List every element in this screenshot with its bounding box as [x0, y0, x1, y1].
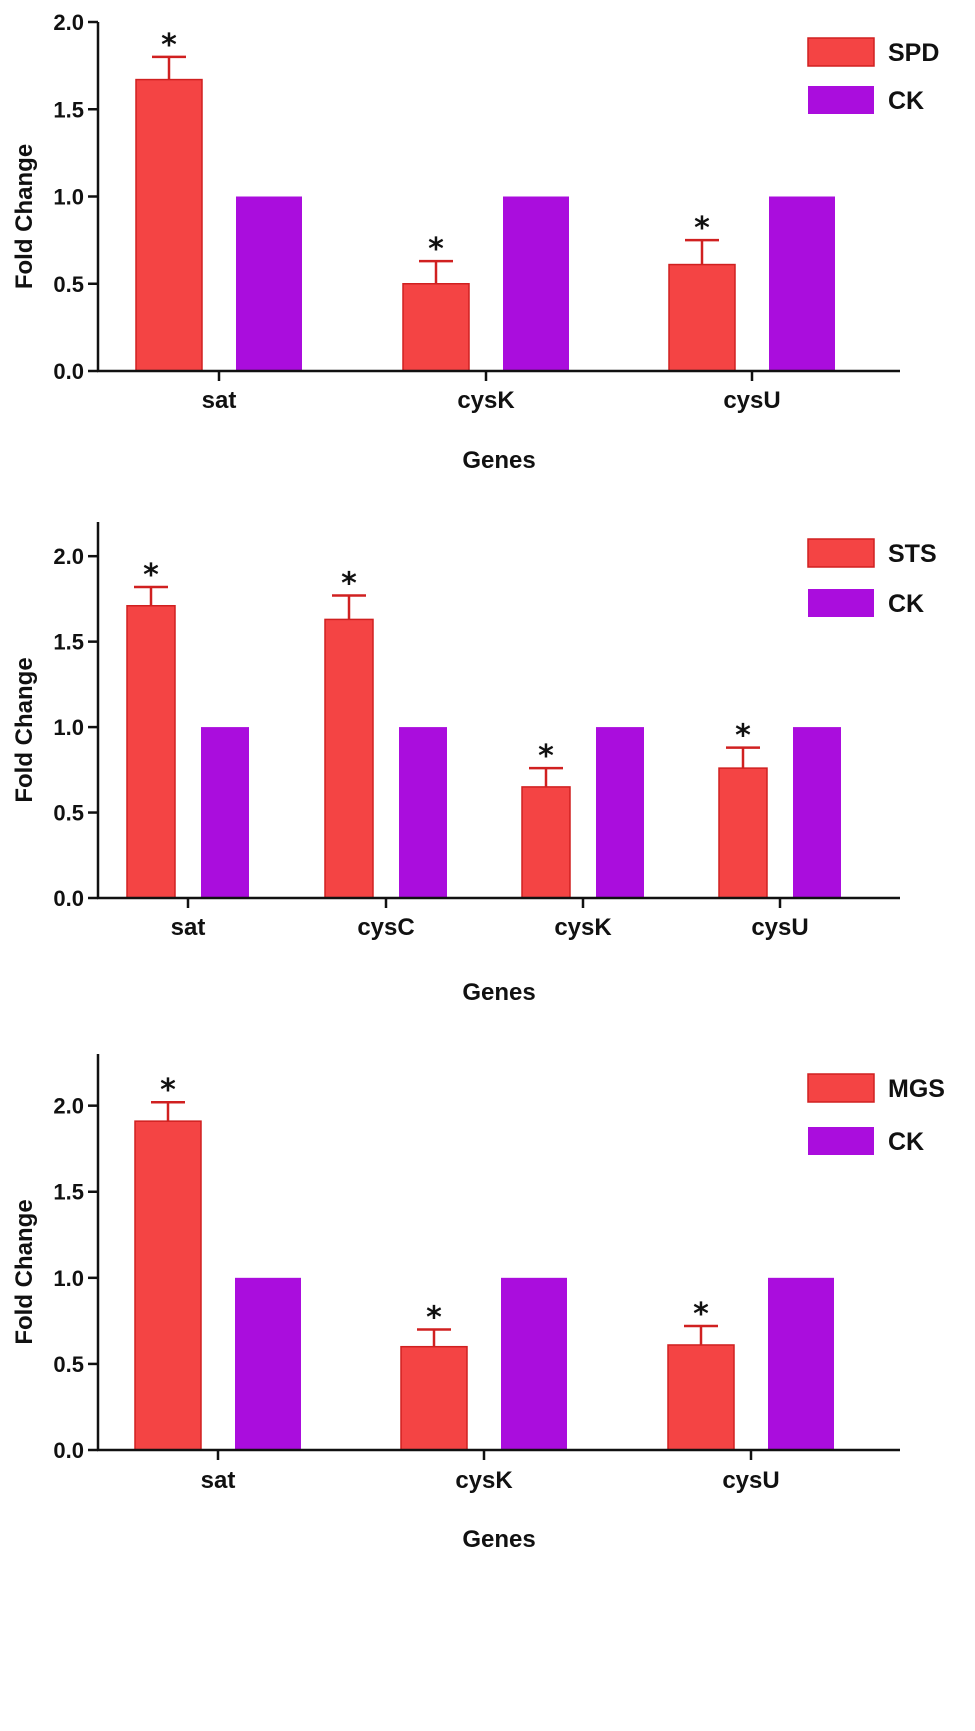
bar-mgs-cysK [400, 1345, 468, 1451]
legend-swatch-ck [808, 1127, 874, 1155]
y-tick-label: 0.5 [53, 1352, 84, 1377]
significance-star-cysK: * [538, 739, 554, 774]
y-tick-label: 0.0 [53, 886, 84, 911]
significance-star-sat: * [160, 1073, 176, 1108]
bar-ck-cysK [596, 727, 644, 898]
legend: STS CK [807, 538, 937, 618]
bar-ck-sat [201, 727, 249, 898]
y-tick-label: 1.5 [53, 630, 84, 655]
x-axis-title: Genes [462, 979, 535, 1006]
y-tick-label: 2.0 [53, 544, 84, 569]
bar-ck-cysU [793, 727, 841, 898]
y-tick-label: 1.0 [53, 185, 84, 210]
x-tick-label-sat: sat [202, 387, 237, 414]
significance-star-cysK: * [426, 1300, 442, 1335]
y-tick-label: 2.0 [53, 1094, 84, 1119]
bar-mgs-cysU [667, 1344, 735, 1451]
x-tick-label-cysK: cysK [455, 1467, 513, 1494]
x-tick-label-cysU: cysU [723, 387, 780, 414]
bar-mgs-sat [134, 1120, 202, 1451]
y-tick-label: 1.0 [53, 715, 84, 740]
legend-label-ck: CK [888, 87, 924, 115]
y-tick-label: 0.0 [53, 1438, 84, 1463]
x-tick-label-sat: sat [171, 914, 206, 941]
bar-spd-sat [135, 78, 203, 372]
legend-label-spd: SPD [888, 39, 939, 67]
bar-ck-sat [235, 1277, 301, 1450]
x-tick-label-cysK: cysK [554, 914, 612, 941]
legend: MGS CK [807, 1073, 945, 1156]
x-tick-label-sat: sat [201, 1467, 236, 1494]
y-tick-label: 2.0 [53, 10, 84, 35]
legend-label-ck: CK [888, 590, 924, 618]
bar-ck-cysU [769, 196, 835, 371]
x-axis-title: Genes [462, 1526, 535, 1553]
significance-star-cysK: * [428, 232, 444, 267]
legend: SPD CK [807, 37, 939, 115]
x-tick-label-cysU: cysU [722, 1467, 779, 1494]
legend-label-ck: CK [888, 1128, 924, 1156]
legend-swatch-mgs [807, 1073, 875, 1103]
x-tick-label-cysC: cysC [357, 914, 414, 941]
legend-swatch-ck [808, 589, 874, 617]
y-axis-title: Fold Change [11, 144, 38, 289]
y-tick-label: 0.0 [53, 359, 84, 384]
significance-star-cysU: * [694, 211, 710, 246]
bar-ck-cysK [501, 1277, 567, 1450]
bar-sts-cysU [718, 767, 768, 899]
x-axis-title: Genes [462, 447, 535, 474]
bar-ck-cysU [768, 1277, 834, 1450]
y-tick-label: 1.5 [53, 1180, 84, 1205]
bar-ck-cysK [503, 196, 569, 371]
significance-star-sat: * [161, 28, 177, 63]
significance-star-sat: * [143, 558, 159, 593]
bar-sts-sat [126, 604, 176, 899]
legend-label-mgs: MGS [888, 1075, 945, 1103]
x-tick-label-cysK: cysK [457, 387, 515, 414]
bar-ck-cysC [399, 727, 447, 898]
chart-panel-3: * sat * cysK * cysU 0.0 0.5 1.0 1.5 2.0 Genes Fold C… [11, 1054, 945, 1553]
significance-star-cysU: * [693, 1297, 709, 1332]
bar-spd-cysU [668, 263, 736, 372]
legend-swatch-spd [807, 37, 875, 67]
significance-star-cysC: * [341, 566, 357, 601]
y-tick-label: 0.5 [53, 801, 84, 826]
legend-swatch-sts [807, 538, 875, 568]
bar-ck-sat [236, 196, 302, 371]
x-tick-label-cysU: cysU [751, 914, 808, 941]
legend-label-sts: STS [888, 540, 937, 568]
bar-sts-cysC [324, 618, 374, 899]
chart-panel-1: * sat * cysK * cysU 0.0 0.5 1.0 1.5 2.0 Genes Fold C… [11, 10, 939, 474]
significance-star-cysU: * [735, 719, 751, 754]
chart-panel-2: * sat * cysC * cysK * cysU 0.0 0.5 1.0 1.5 2.0 Genes F… [11, 522, 937, 1006]
y-axis-title: Fold Change [11, 657, 38, 802]
y-tick-label: 0.5 [53, 272, 84, 297]
legend-swatch-ck [808, 86, 874, 114]
y-axis-title: Fold Change [11, 1199, 38, 1344]
bar-spd-cysK [402, 283, 470, 372]
y-tick-label: 1.5 [53, 97, 84, 122]
bar-sts-cysK [521, 786, 571, 899]
y-tick-label: 1.0 [53, 1266, 84, 1291]
